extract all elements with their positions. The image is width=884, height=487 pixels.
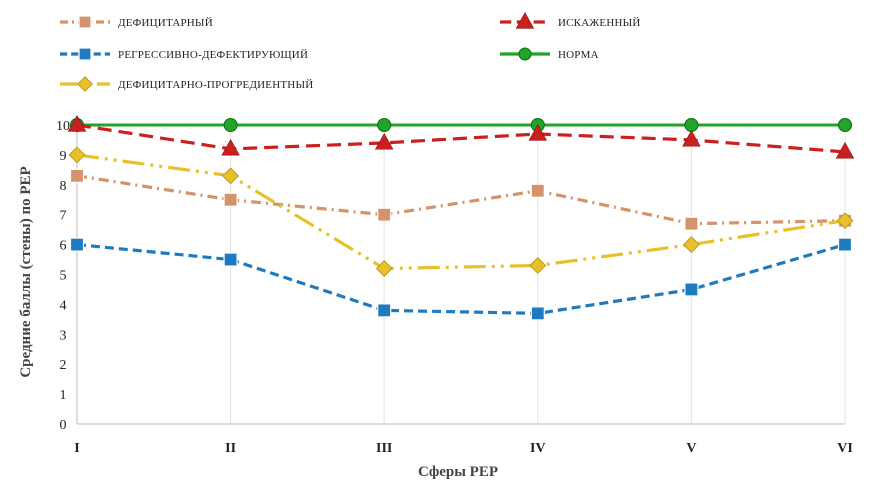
data-point xyxy=(223,252,238,267)
series-line xyxy=(76,123,846,154)
legend-marker xyxy=(77,76,93,92)
data-point xyxy=(529,257,547,274)
series-line xyxy=(76,243,846,315)
series-2 xyxy=(69,237,853,321)
y-tick-label: 0 xyxy=(60,418,67,433)
data-point xyxy=(67,115,87,132)
y-tick-label: 10 xyxy=(56,119,70,134)
x-tick-label: II xyxy=(225,441,236,456)
x-tick-label: I xyxy=(74,441,79,456)
data-point xyxy=(69,237,85,252)
data-point xyxy=(68,146,86,164)
x-tick-label: III xyxy=(376,441,392,456)
x-tick-label: IV xyxy=(530,441,546,456)
data-point xyxy=(377,118,392,132)
data-point xyxy=(835,141,855,159)
data-point xyxy=(837,237,853,252)
data-point xyxy=(223,192,238,207)
data-point xyxy=(684,216,699,231)
data-point xyxy=(375,260,393,277)
series-1 xyxy=(67,115,855,159)
series-0 xyxy=(69,168,853,231)
y-axis-title: Средние баллы (стены) по РЕР xyxy=(18,166,34,377)
legend-marker xyxy=(78,15,92,29)
legend-label: НОРМА xyxy=(558,49,599,61)
series-layer xyxy=(67,115,855,321)
legend-item: ДЕФИЦИТАРНЫЙ xyxy=(60,15,213,29)
series-3 xyxy=(70,118,852,132)
data-point xyxy=(221,139,240,156)
y-tick-label: 3 xyxy=(60,328,67,343)
data-point xyxy=(223,118,238,132)
y-tick-label: 5 xyxy=(60,269,67,284)
y-tick-label: 8 xyxy=(60,179,67,194)
legend-marker xyxy=(78,47,92,61)
data-point xyxy=(838,118,852,132)
series-4 xyxy=(68,146,854,277)
legend-item: ДЕФИЦИТАРНО-ПРОГРЕДИЕНТНЫЙ xyxy=(60,76,313,92)
legend-label: ИСКАЖЕННЫЙ xyxy=(558,17,641,29)
data-point xyxy=(528,124,548,141)
y-tick-label: 1 xyxy=(60,388,67,403)
data-point xyxy=(374,133,394,150)
data-point xyxy=(683,236,700,253)
data-point xyxy=(682,130,701,147)
data-point xyxy=(836,212,854,230)
series-line xyxy=(76,174,846,226)
x-tick-label: VI xyxy=(837,441,853,456)
data-point xyxy=(69,168,85,183)
x-tick-label: V xyxy=(686,441,696,456)
legend-item: ИСКАЖЕННЫЙ xyxy=(500,12,641,29)
axes xyxy=(76,121,845,425)
y-tick-label: 4 xyxy=(60,298,67,313)
legend: ДЕФИЦИТАРНЫЙ ИСКАЖЕННЫЙ РЕГРЕССИВНО-ДЕФЕКТ… xyxy=(60,12,641,92)
legend-label: ДЕФИЦИТАРНО-ПРОГРЕДИЕНТНЫЙ xyxy=(118,79,313,91)
data-point xyxy=(222,167,239,185)
y-tick-label: 9 xyxy=(60,149,67,164)
legend-marker xyxy=(515,12,535,29)
legend-label: ДЕФИЦИТАРНЫЙ xyxy=(118,17,213,29)
legend-label: РЕГРЕССИВНО-ДЕФЕКТИРУЮЩИЙ xyxy=(118,49,308,61)
legend-item: НОРМА xyxy=(500,47,599,61)
x-axis-title: Сферы РЕР xyxy=(418,464,498,480)
legend-marker xyxy=(518,47,532,61)
data-point xyxy=(530,306,545,321)
data-point xyxy=(377,207,392,222)
data-point xyxy=(684,282,699,297)
legend-item: РЕГРЕССИВНО-ДЕФЕКТИРУЮЩИЙ xyxy=(60,47,308,61)
data-point xyxy=(377,303,392,318)
y-tick-label: 6 xyxy=(60,239,67,254)
y-tick-label: 2 xyxy=(60,358,67,373)
data-point xyxy=(684,118,699,132)
data-point xyxy=(530,183,545,198)
series-line xyxy=(76,153,846,271)
y-tick-label: 7 xyxy=(60,209,67,224)
